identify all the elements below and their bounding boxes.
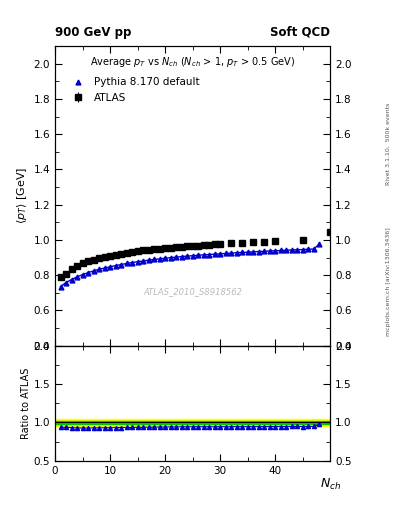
Pythia 8.170 default xyxy=(119,262,123,268)
Pythia 8.170 default xyxy=(75,274,79,280)
Text: 900 GeV pp: 900 GeV pp xyxy=(55,26,131,38)
Y-axis label: Ratio to ATLAS: Ratio to ATLAS xyxy=(21,368,31,439)
Pythia 8.170 default xyxy=(64,280,68,286)
Pythia 8.170 default xyxy=(86,270,90,276)
Pythia 8.170 default xyxy=(278,247,283,253)
Text: Average $p_T$ vs $N_{ch}$ ($N_{ch}$ > 1, $p_T$ > 0.5 GeV): Average $p_T$ vs $N_{ch}$ ($N_{ch}$ > 1,… xyxy=(90,55,295,69)
Pythia 8.170 default xyxy=(190,253,195,259)
Pythia 8.170 default xyxy=(163,255,167,261)
Text: ATLAS_2010_S8918562: ATLAS_2010_S8918562 xyxy=(143,287,242,296)
Pythia 8.170 default xyxy=(223,250,228,257)
Pythia 8.170 default xyxy=(284,247,288,253)
X-axis label: $N_{ch}$: $N_{ch}$ xyxy=(320,477,341,492)
Pythia 8.170 default xyxy=(317,241,321,247)
Pythia 8.170 default xyxy=(124,261,129,267)
Pythia 8.170 default xyxy=(58,284,63,290)
Y-axis label: $\langle p_T \rangle$ [GeV]: $\langle p_T \rangle$ [GeV] xyxy=(15,167,29,224)
Pythia 8.170 default xyxy=(212,251,217,257)
Pythia 8.170 default xyxy=(130,260,134,266)
Pythia 8.170 default xyxy=(146,257,151,263)
Pythia 8.170 default xyxy=(108,264,112,270)
Pythia 8.170 default xyxy=(135,259,140,265)
Pythia 8.170 default xyxy=(300,246,305,252)
Pythia 8.170 default xyxy=(102,265,107,271)
Pythia 8.170 default xyxy=(311,246,316,252)
Pythia 8.170 default xyxy=(91,268,96,274)
Pythia 8.170 default xyxy=(97,266,101,272)
Pythia 8.170 default xyxy=(174,254,178,260)
Pythia 8.170 default xyxy=(245,249,250,255)
Pythia 8.170 default xyxy=(168,254,173,261)
Pythia 8.170 default xyxy=(273,248,277,254)
Pythia 8.170 default xyxy=(262,248,266,254)
Pythia 8.170 default xyxy=(113,263,118,269)
Text: mcplots.cern.ch [arXiv:1306.3436]: mcplots.cern.ch [arXiv:1306.3436] xyxy=(386,227,391,336)
Pythia 8.170 default xyxy=(196,252,200,258)
Pythia 8.170 default xyxy=(306,246,310,252)
Pythia 8.170 default xyxy=(157,256,162,262)
Pythia 8.170 default xyxy=(152,257,156,263)
Pythia 8.170 default xyxy=(207,251,211,258)
Pythia 8.170 default xyxy=(69,276,74,283)
Text: Rivet 3.1.10,  500k events: Rivet 3.1.10, 500k events xyxy=(386,102,391,184)
Pythia 8.170 default xyxy=(201,252,206,258)
Bar xyxy=(55,421,330,424)
Pythia 8.170 default xyxy=(240,249,244,255)
Pythia 8.170 default xyxy=(141,258,145,264)
Pythia 8.170 default xyxy=(179,253,184,260)
Pythia 8.170 default xyxy=(218,251,222,257)
Pythia 8.170 default xyxy=(256,248,261,254)
Pythia 8.170 default xyxy=(185,253,189,259)
Pythia 8.170 default xyxy=(234,250,239,256)
Pythia 8.170 default xyxy=(229,250,233,256)
Line: Pythia 8.170 default: Pythia 8.170 default xyxy=(58,242,321,289)
Pythia 8.170 default xyxy=(295,247,299,253)
Pythia 8.170 default xyxy=(289,247,294,253)
Pythia 8.170 default xyxy=(251,249,255,255)
Pythia 8.170 default xyxy=(267,248,272,254)
Bar xyxy=(55,419,330,426)
Legend: Pythia 8.170 default, ATLAS: Pythia 8.170 default, ATLAS xyxy=(66,75,202,104)
Pythia 8.170 default xyxy=(80,271,85,278)
Text: Soft QCD: Soft QCD xyxy=(270,26,330,38)
